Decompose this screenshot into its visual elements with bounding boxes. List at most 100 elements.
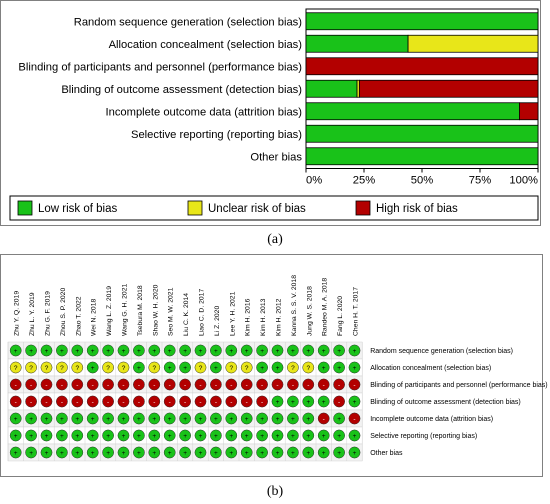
judgement-dot — [102, 344, 114, 357]
judgement-dot — [86, 446, 99, 459]
domain-label: Incomplete outcome data (attrition bias) — [370, 416, 493, 423]
judgement-symbol: + — [291, 348, 295, 355]
judgement-dot — [86, 378, 99, 391]
judgement-dot — [86, 344, 99, 357]
judgement-symbol: - — [230, 399, 232, 406]
judgement-symbol: + — [152, 433, 156, 440]
judgement-dot — [179, 344, 191, 357]
judgement-symbol: - — [338, 399, 340, 406]
judgement-dot — [133, 344, 145, 357]
judgement-symbol: + — [214, 365, 218, 372]
judgement-symbol: + — [291, 450, 295, 457]
judgement-symbol: + — [291, 433, 295, 440]
judgement-symbol: + — [291, 399, 295, 406]
judgement-dot — [163, 412, 176, 425]
judgement-dot — [102, 361, 114, 374]
judgement-dot — [333, 395, 345, 408]
study-label: Lee Y. H. 2021 — [229, 291, 236, 336]
judgement-symbol: + — [322, 399, 326, 406]
judgement-symbol: + — [183, 450, 187, 457]
study-label: Seo M. W. 2021 — [168, 287, 175, 336]
judgement-dot — [71, 344, 84, 357]
judgement-symbol: + — [322, 348, 326, 355]
judgement-dot — [287, 429, 299, 442]
judgement-dot — [148, 412, 161, 425]
judgement-symbol: + — [353, 433, 357, 440]
judgement-symbol: + — [29, 433, 33, 440]
judgement-symbol: - — [261, 382, 263, 389]
judgement-dot — [71, 361, 84, 374]
bar-segment — [305, 57, 539, 76]
bar-segment — [305, 12, 539, 31]
judgement-dot — [225, 361, 238, 374]
judgement-symbol: + — [60, 433, 64, 440]
judgement-symbol: + — [168, 450, 172, 457]
judgement-dot — [194, 429, 207, 442]
judgement-dot — [56, 378, 68, 391]
judgement-symbol: - — [323, 382, 325, 389]
legend-swatch — [17, 200, 33, 216]
study-label: Wang L. Z. 2019 — [106, 286, 113, 336]
bar-segment — [305, 147, 539, 166]
judgement-dot — [317, 429, 330, 442]
judgement-symbol: + — [337, 348, 341, 355]
judgement-dot — [287, 395, 299, 408]
judgement-dot — [163, 429, 176, 442]
judgement-dot — [163, 361, 176, 374]
risk-of-bias-summary: Zhu Y. Q. 2019 Zhu L. Y. 2019 Zhu G. F. 20… — [0, 254, 550, 479]
legend-swatch — [187, 200, 203, 216]
x-tick-label: 50% — [411, 175, 433, 187]
judgement-dot — [71, 378, 84, 391]
judgement-dot — [225, 446, 238, 459]
judgement-dot — [210, 429, 222, 442]
judgement-symbol: + — [183, 416, 187, 423]
study-label: Zhou S. P. 2020 — [60, 288, 67, 336]
judgement-dot — [163, 446, 176, 459]
study-label: Kanna S. S. V. 2018 — [291, 275, 298, 336]
judgement-symbol: - — [230, 382, 232, 389]
judgement-dot — [333, 412, 345, 425]
judgement-symbol: ? — [14, 365, 18, 372]
judgement-dot — [225, 412, 238, 425]
study-label: Wang G. H. 2021 — [122, 284, 129, 336]
judgement-dot — [117, 344, 130, 357]
judgement-dot — [25, 412, 37, 425]
judgement-symbol: + — [214, 348, 218, 355]
judgement-symbol: + — [337, 450, 341, 457]
judgement-dot — [256, 361, 268, 374]
judgement-symbol: ? — [106, 365, 110, 372]
judgement-symbol: + — [229, 416, 233, 423]
study-label: Zhu L. Y. 2019 — [29, 292, 36, 336]
judgement-symbol: + — [353, 450, 357, 457]
judgement-dot — [148, 446, 161, 459]
judgement-symbol: + — [29, 450, 33, 457]
judgement-symbol: + — [122, 348, 126, 355]
judgement-dot — [102, 395, 114, 408]
judgement-symbol: + — [229, 433, 233, 440]
judgement-dot — [71, 446, 84, 459]
judgement-dot — [194, 361, 207, 374]
judgement-dot — [317, 344, 330, 357]
domain-label: Random sequence generation (selection bi… — [370, 348, 513, 355]
judgement-dot — [71, 412, 84, 425]
judgement-dot — [163, 378, 176, 391]
judgement-dot — [194, 395, 207, 408]
judgement-dot — [148, 344, 161, 357]
judgement-symbol: - — [215, 399, 217, 406]
judgement-symbol: - — [261, 399, 263, 406]
judgement-symbol: - — [122, 382, 124, 389]
judgement-symbol: + — [45, 433, 49, 440]
judgement-symbol: - — [138, 382, 140, 389]
judgement-symbol: + — [60, 348, 64, 355]
judgement-dot — [256, 446, 268, 459]
judgement-dot — [348, 446, 361, 459]
judgement-symbol: + — [168, 433, 172, 440]
judgement-dot — [240, 361, 253, 374]
legend-box — [9, 195, 539, 221]
judgement-dot — [163, 395, 176, 408]
judgement-symbol: + — [337, 416, 341, 423]
risk-of-bias-graph: Random sequence generation (selection bi… — [0, 0, 550, 230]
judgement-symbol: + — [199, 450, 203, 457]
judgement-symbol: + — [260, 450, 264, 457]
judgement-symbol: + — [14, 450, 18, 457]
